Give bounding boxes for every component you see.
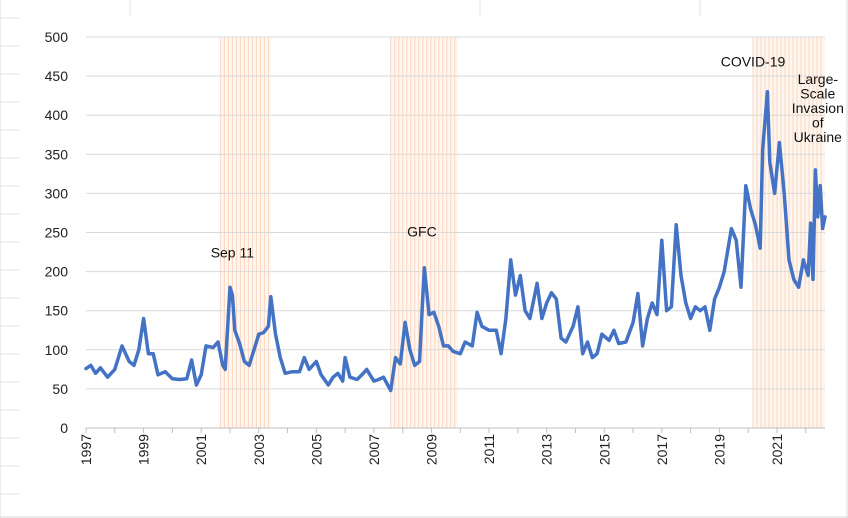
y-tick-label: 100 (45, 342, 69, 358)
x-tick-label: 2003 (251, 434, 267, 465)
y-tick-label: 0 (60, 420, 68, 436)
x-tick-label: 2009 (424, 434, 440, 465)
y-tick-label: 350 (45, 146, 69, 162)
y-tick-label: 50 (52, 381, 68, 397)
x-tick-label: 2001 (193, 434, 209, 465)
annotations: Sep 11 GFC COVID-19 Large-Scale Invasion of Uk… (211, 54, 844, 261)
x-tick-label: 1997 (78, 434, 94, 465)
annotation-label: COVID-19 (721, 54, 786, 70)
y-tick-label: 400 (45, 107, 69, 123)
x-tick-label: 2013 (539, 434, 555, 465)
x-tick-label: 2021 (769, 434, 785, 465)
x-tick-label: 2019 (711, 434, 727, 465)
x-tick-label: 1999 (136, 434, 152, 465)
x-tick-label: 2017 (654, 434, 670, 465)
y-tick-label: 300 (45, 185, 69, 201)
x-tick-label: 2005 (308, 434, 324, 465)
y-tick-label: 150 (45, 303, 69, 319)
annotation-label: Sep 11 (211, 245, 255, 261)
series-layer (84, 89, 827, 393)
series-line (84, 89, 827, 393)
annotation-label: GFC (407, 223, 437, 239)
x-tick-label: 2011 (481, 434, 497, 464)
y-tick-label: 250 (45, 225, 69, 241)
x-tick-label: 2007 (366, 434, 382, 465)
annotation-label: Large-Scale Invasion of Ukraine (792, 71, 844, 145)
y-tick-label: 450 (45, 68, 69, 84)
axes: 0 50 100 150 200 250 300 350 400 450 500 1997 1999 20… (45, 29, 807, 465)
y-tick-label: 500 (45, 29, 69, 45)
y-tick-label: 200 (45, 264, 69, 280)
x-tick-label: 2015 (596, 434, 612, 465)
